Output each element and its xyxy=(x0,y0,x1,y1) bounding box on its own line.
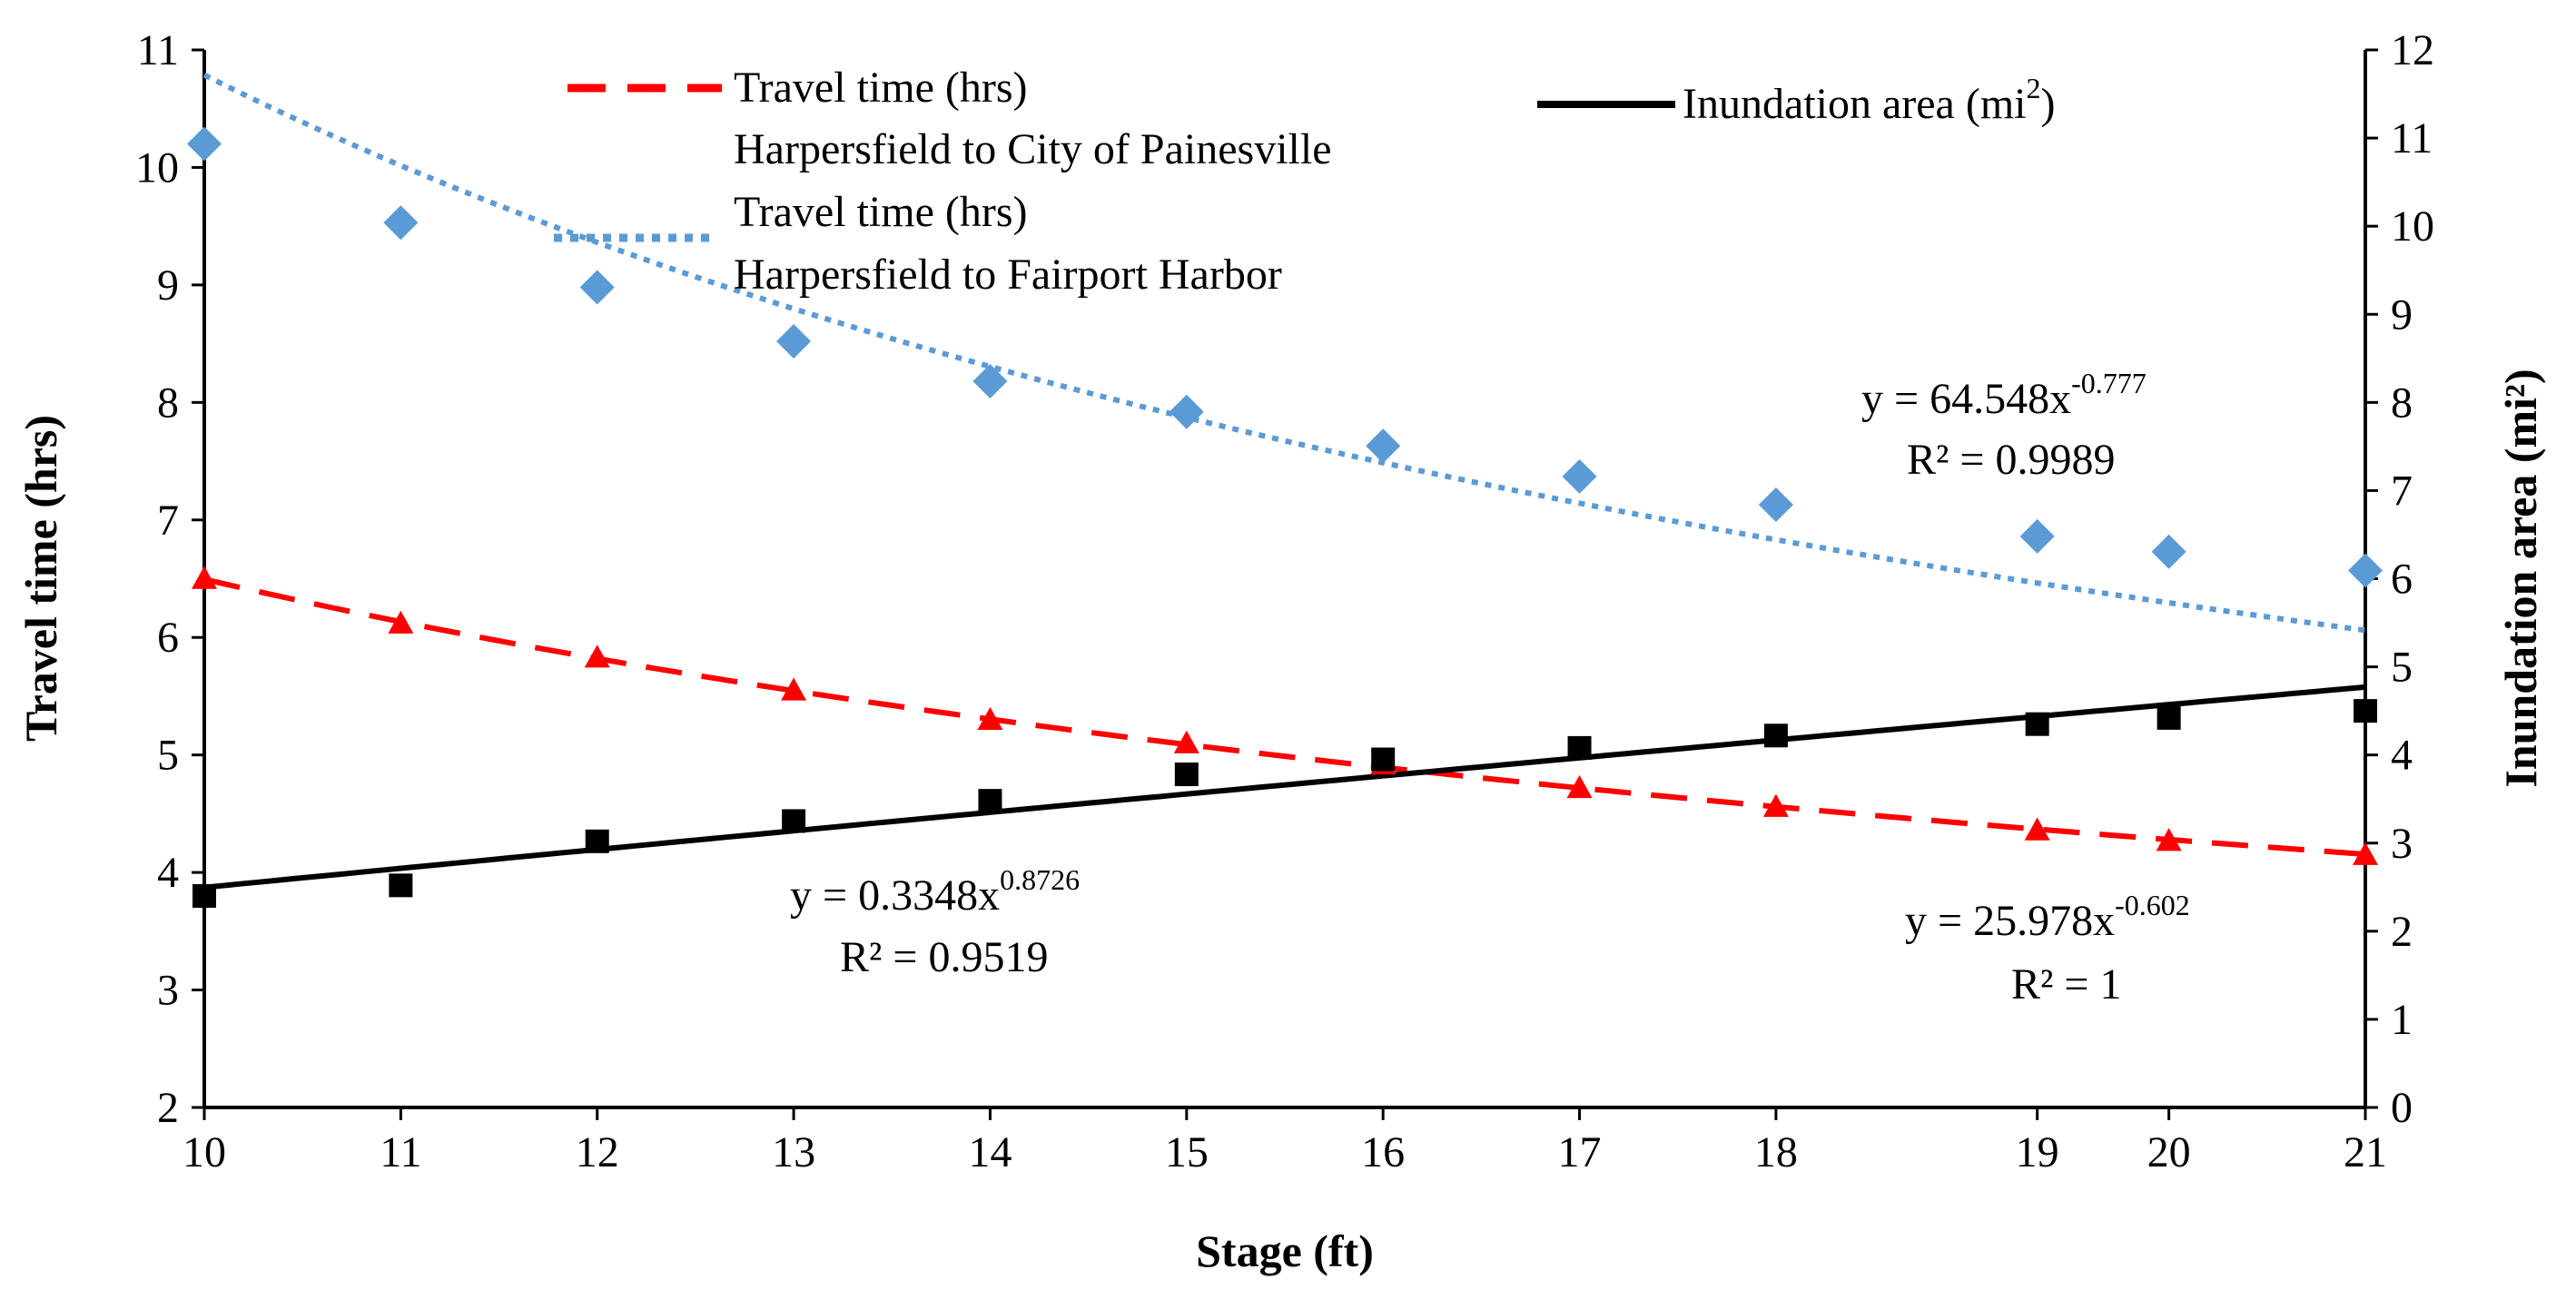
marker-painesville xyxy=(1566,774,1593,799)
y-left-tick-label: 6 xyxy=(157,614,179,662)
equation-fairport-r2: R² = 0.9989 xyxy=(1907,436,2115,484)
marker-inundation xyxy=(1371,747,1396,772)
y-left-tick-label: 11 xyxy=(137,26,179,74)
marker-fairport xyxy=(1758,487,1793,522)
marker-painesville xyxy=(1762,793,1789,817)
legend-label-inundation: Inundation area (mi2) xyxy=(1683,72,2056,128)
equation-painesville-r2: R² = 1 xyxy=(2011,960,2121,1009)
marker-fairport xyxy=(776,324,812,359)
x-tick-label: 18 xyxy=(1754,1128,1798,1176)
marker-inundation xyxy=(1763,723,1788,748)
marker-fairport xyxy=(187,126,222,162)
marker-fairport xyxy=(1366,428,1401,464)
marker-inundation xyxy=(585,829,609,853)
y-right-tick-label: 11 xyxy=(2391,114,2433,162)
legend-label-fairport-line2: Harpersfield to Fairport Harbor xyxy=(734,251,1282,299)
y-left-tick-label: 3 xyxy=(157,967,179,1015)
y-left-tick-label: 8 xyxy=(157,379,179,427)
marker-fairport xyxy=(383,205,419,241)
equation-fairport: y = 64.548x-0.777 R² = 0.9989 xyxy=(1861,367,2147,484)
marker-painesville xyxy=(781,677,807,701)
y-right-tick-label: 0 xyxy=(2391,1084,2413,1132)
marker-fairport xyxy=(1562,458,1597,494)
legend: Travel time (hrs) Harpersfield to City o… xyxy=(554,64,2056,299)
marker-inundation xyxy=(978,789,1002,813)
trendline-painesville xyxy=(203,576,2366,857)
equation-inundation: y = 0.3348x0.8726 R² = 0.9519 xyxy=(790,863,1080,981)
y-right-tick-label: 5 xyxy=(2391,644,2413,692)
y-left-tick-label: 5 xyxy=(157,732,179,780)
y-left-tick-label: 4 xyxy=(157,849,179,897)
x-tick-label: 10 xyxy=(183,1128,226,1176)
y-left-tick-label: 7 xyxy=(157,497,179,545)
x-tick-label: 20 xyxy=(2147,1128,2191,1176)
ticks-layer: 10 11 12 13 14 15 16 17 18 19 20 212345678910110123… xyxy=(135,26,2434,1176)
x-tick-label: 14 xyxy=(968,1128,1012,1176)
y-axis-left-title: Travel time (hrs) xyxy=(15,415,66,742)
x-tick-label: 21 xyxy=(2344,1128,2387,1176)
x-tick-label: 12 xyxy=(576,1128,619,1176)
y-axis-right-title: Inundation area (mi²) xyxy=(2495,369,2546,787)
marker-inundation xyxy=(2025,712,2049,736)
marker-inundation xyxy=(1174,763,1199,787)
marker-inundation xyxy=(1567,735,1592,760)
x-tick-label: 19 xyxy=(2016,1128,2059,1176)
equation-inundation-r2: R² = 0.9519 xyxy=(840,933,1048,981)
y-right-tick-label: 3 xyxy=(2391,820,2413,868)
x-tick-label: 15 xyxy=(1165,1128,1209,1176)
y-right-tick-label: 4 xyxy=(2391,732,2413,780)
marker-painesville xyxy=(977,706,1003,731)
marker-painesville xyxy=(2156,828,2182,851)
marker-painesville xyxy=(584,645,610,668)
y-left-tick-label: 2 xyxy=(157,1084,179,1132)
marker-painesville xyxy=(192,566,217,589)
trendline-inundation xyxy=(203,684,2366,891)
legend-label-fairport-line1: Travel time (hrs) xyxy=(734,188,1028,236)
marker-fairport xyxy=(579,270,615,305)
y-right-tick-label: 10 xyxy=(2391,202,2434,251)
x-tick-label: 16 xyxy=(1361,1128,1405,1176)
marker-painesville xyxy=(2353,841,2378,865)
legend-label-painesville-line2: Harpersfield to City of Painesville xyxy=(734,125,1332,173)
x-tick-label: 17 xyxy=(1558,1128,1602,1176)
trendlines-layer xyxy=(202,72,2366,891)
equation-fairport-formula: y = 64.548x-0.777 xyxy=(1861,367,2147,423)
marker-inundation xyxy=(389,873,413,898)
marker-fairport xyxy=(972,364,1008,399)
marker-fairport xyxy=(2019,518,2055,554)
markers-layer xyxy=(187,126,2383,908)
equation-inundation-formula: y = 0.3348x0.8726 xyxy=(790,863,1080,920)
y-right-tick-label: 9 xyxy=(2391,290,2413,339)
marker-inundation xyxy=(782,809,806,833)
legend-label-painesville-line1: Travel time (hrs) xyxy=(734,64,1028,112)
y-left-tick-label: 9 xyxy=(157,261,179,310)
y-left-tick-label: 10 xyxy=(135,143,179,192)
marker-fairport xyxy=(1169,394,1204,429)
marker-painesville xyxy=(1173,730,1199,753)
marker-inundation xyxy=(192,884,216,908)
y-right-tick-label: 8 xyxy=(2391,379,2413,427)
marker-fairport xyxy=(2151,534,2186,569)
marker-inundation xyxy=(2157,705,2181,730)
y-right-tick-label: 12 xyxy=(2391,26,2434,74)
y-right-tick-label: 2 xyxy=(2391,908,2413,956)
equation-painesville-formula: y = 25.978x-0.602 xyxy=(1905,889,2190,945)
equation-painesville: y = 25.978x-0.602 R² = 1 xyxy=(1905,889,2190,1009)
marker-painesville xyxy=(2024,817,2050,841)
y-right-tick-label: 7 xyxy=(2391,467,2413,515)
x-tick-label: 13 xyxy=(772,1128,815,1176)
y-right-tick-label: 1 xyxy=(2391,996,2413,1044)
marker-inundation xyxy=(2354,699,2377,723)
x-axis-title: Stage (ft) xyxy=(1196,1225,1374,1276)
marker-painesville xyxy=(388,610,414,634)
y-right-tick-label: 6 xyxy=(2391,556,2413,604)
x-tick-label: 11 xyxy=(380,1128,421,1176)
marker-fairport xyxy=(2348,553,2383,588)
